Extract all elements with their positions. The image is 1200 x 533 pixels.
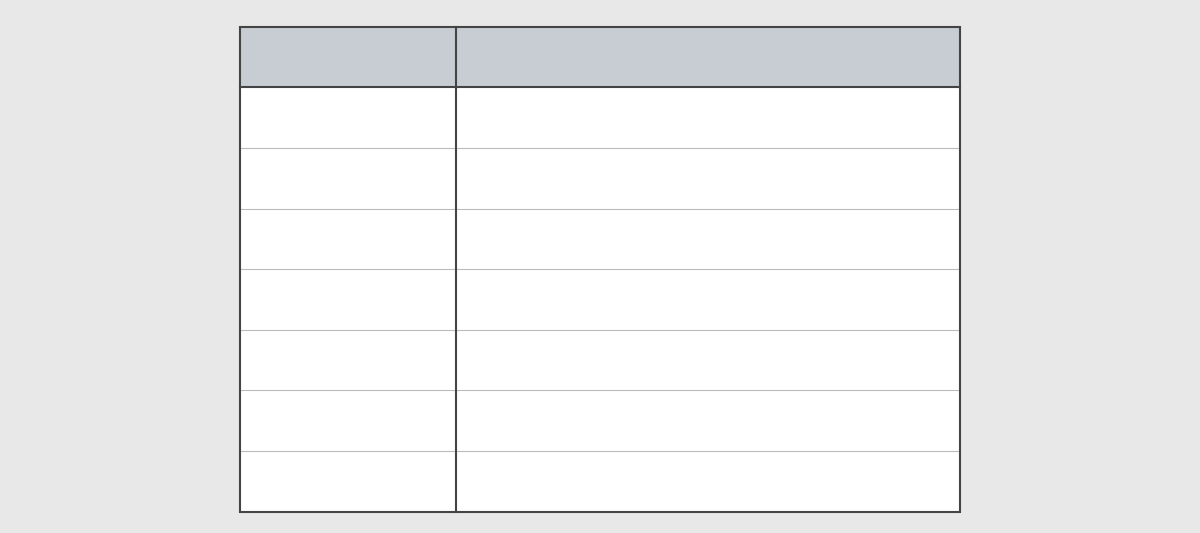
Text: 24%: 24% (326, 290, 370, 309)
Text: Income for Married, Filing Separately: Income for Married, Filing Separately (503, 47, 913, 67)
Text: \$9,526-\$38,700: \$9,526-\$38,700 (482, 169, 637, 188)
Text: 35%: 35% (326, 411, 370, 430)
Text: \$200,001-\$300,000: \$200,001-\$300,000 (482, 411, 674, 430)
Text: 37%: 37% (326, 472, 370, 491)
Text: 32%: 32% (326, 351, 370, 369)
Text: \$300,001+: \$300,001+ (482, 472, 592, 491)
Text: 12%: 12% (326, 169, 370, 188)
Text: \$157,501-\$200,000: \$157,501-\$200,000 (482, 351, 674, 369)
Text: 22%: 22% (326, 229, 370, 248)
Text: \$38,701-\$82,500: \$38,701-\$82,500 (482, 229, 650, 248)
Text: \$82,501-\$157,500: \$82,501-\$157,500 (482, 290, 662, 309)
Text: 10%: 10% (326, 108, 370, 127)
Text: \$0-\$9,525: \$0-\$9,525 (482, 108, 582, 127)
Text: Tax Rate: Tax Rate (301, 47, 395, 67)
